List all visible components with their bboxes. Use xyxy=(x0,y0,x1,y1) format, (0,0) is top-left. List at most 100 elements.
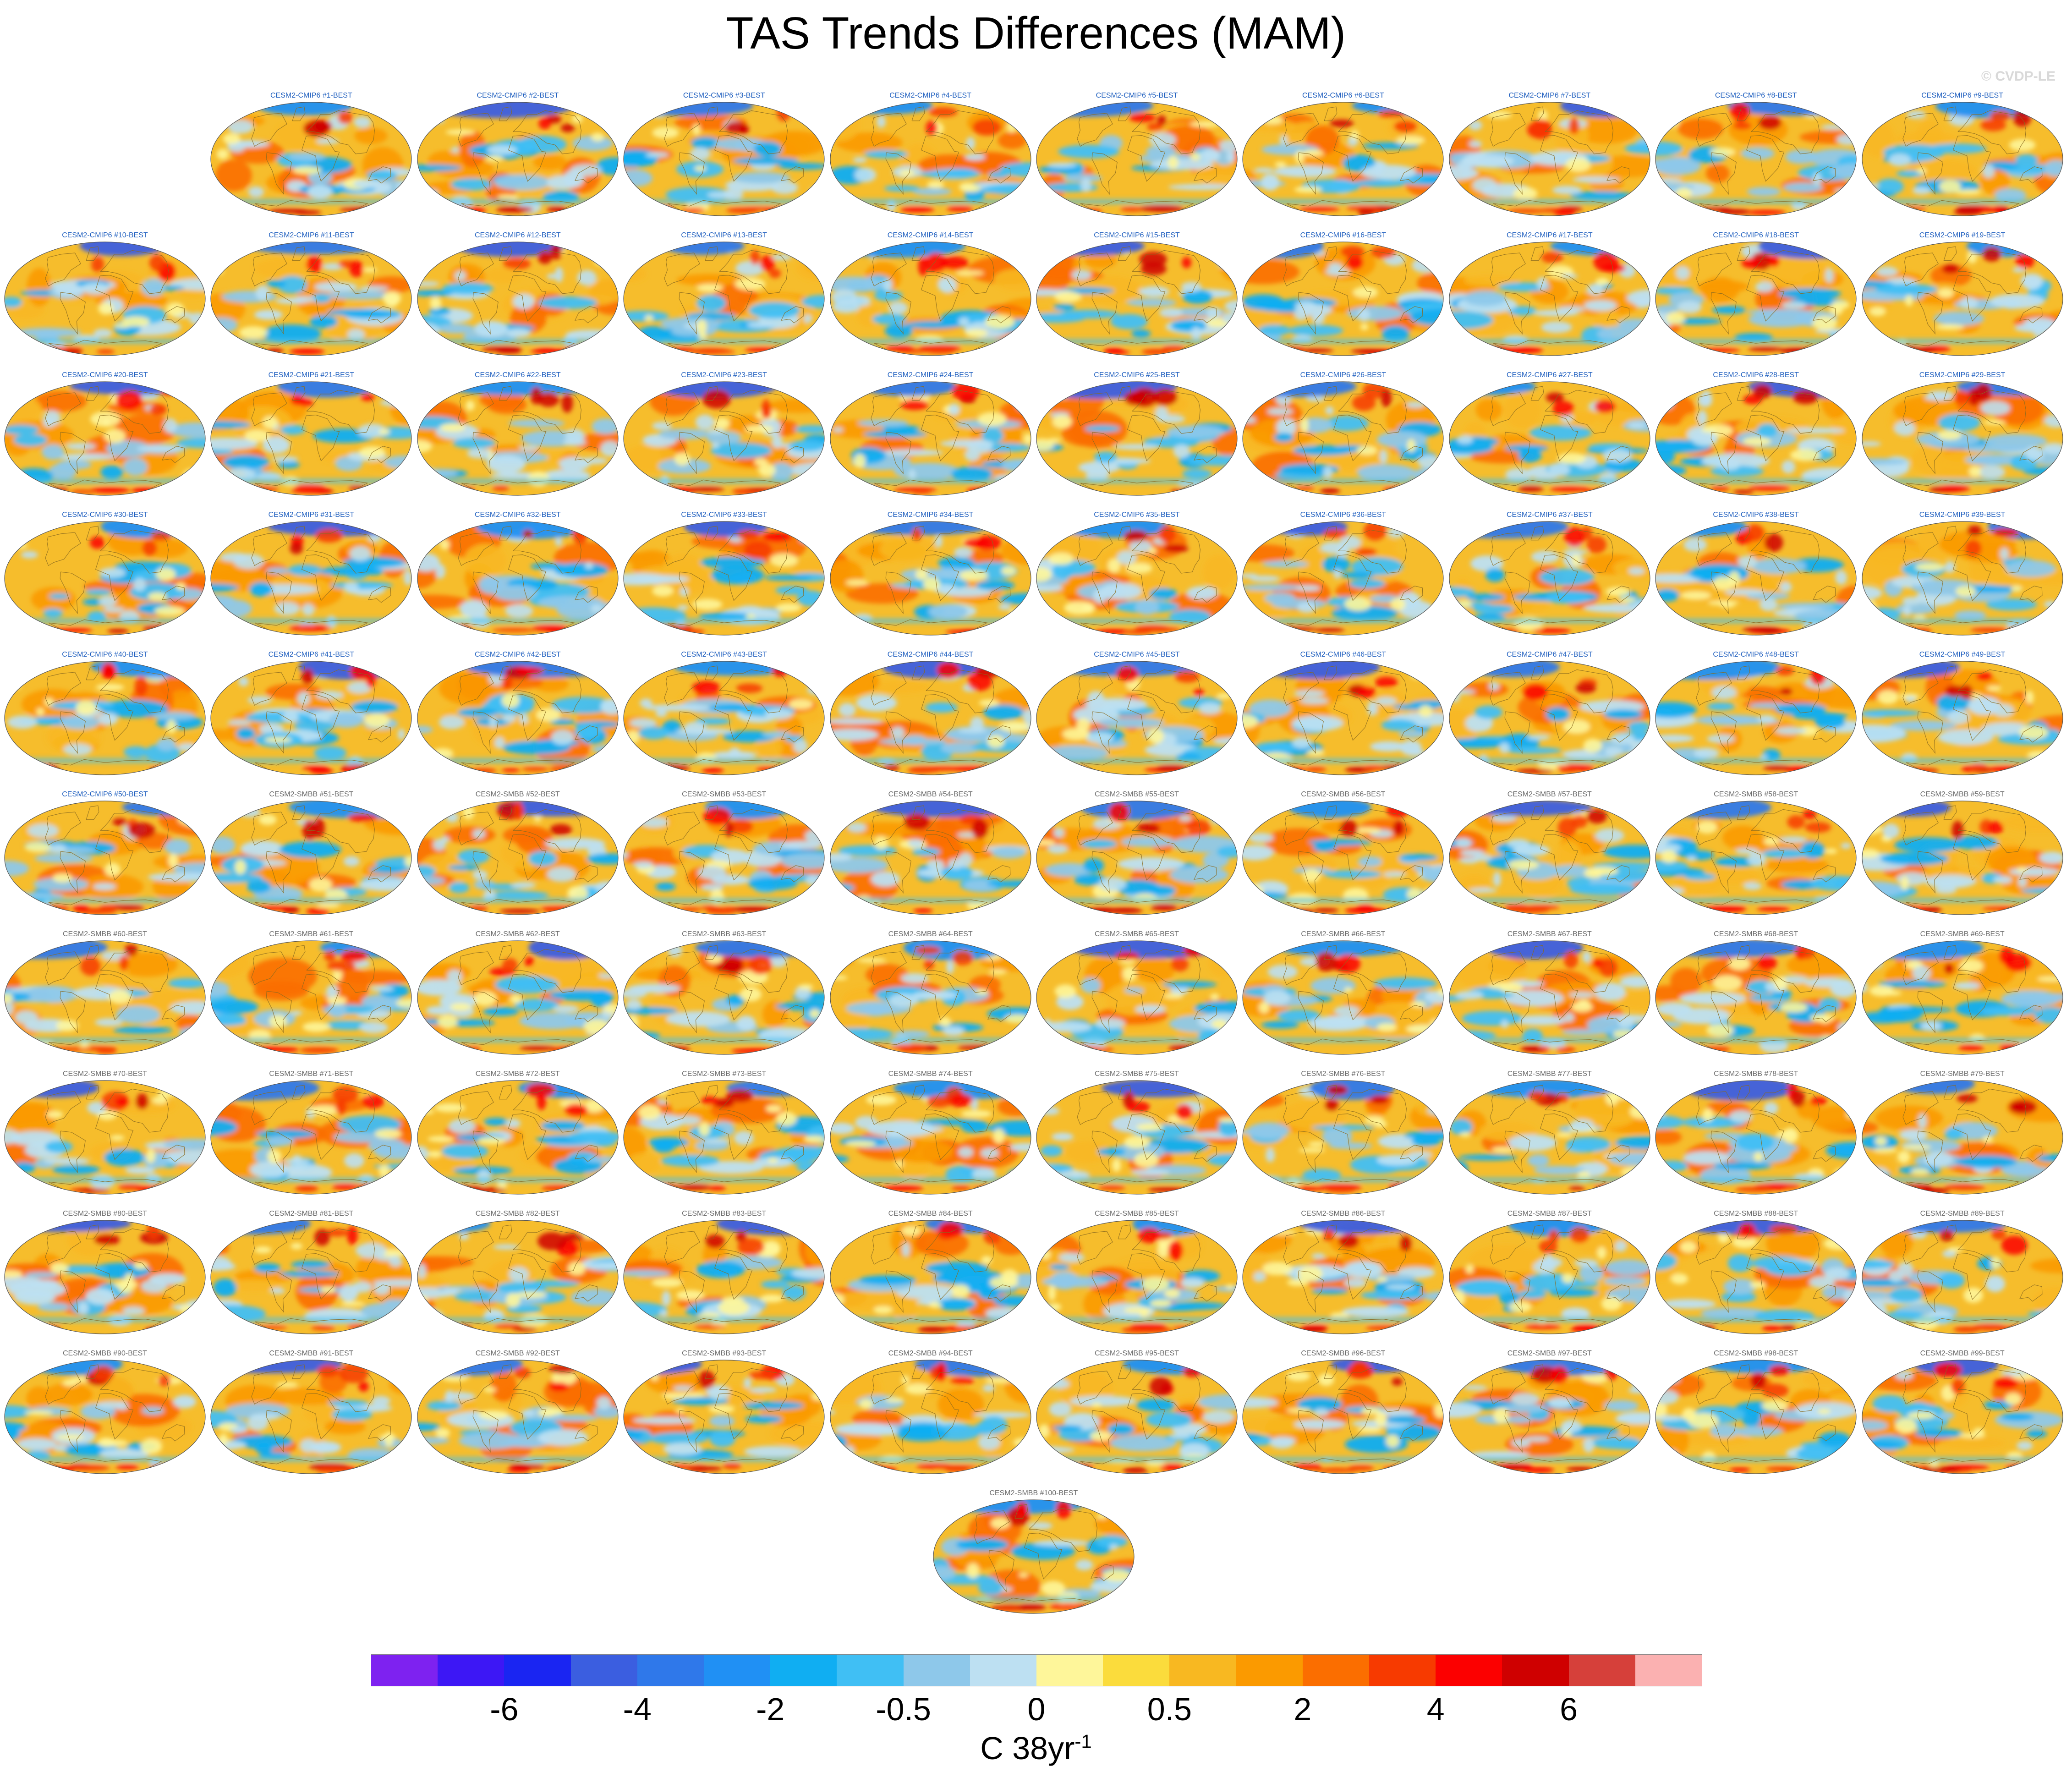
trend-difference-map xyxy=(4,940,206,1055)
colorbar-swatch xyxy=(1036,1655,1103,1686)
panel-label: CESM2-CMIP6 #22-BEST xyxy=(474,371,561,379)
panel-label: CESM2-SMBB #87-BEST xyxy=(1507,1210,1592,1218)
trend-difference-map xyxy=(1449,661,1650,775)
panel-label: CESM2-CMIP6 #16-BEST xyxy=(1300,231,1387,239)
trend-difference-map xyxy=(1449,521,1650,636)
map-panel: CESM2-SMBB #81-BEST xyxy=(208,1210,414,1336)
trend-difference-map xyxy=(417,1080,619,1195)
trend-difference-map xyxy=(1242,381,1444,496)
trend-difference-map xyxy=(1036,801,1238,915)
map-panel: CESM2-SMBB #68-BEST xyxy=(1653,930,1859,1057)
panel-label: CESM2-SMBB #65-BEST xyxy=(1094,930,1179,938)
panel-label: CESM2-CMIP6 #21-BEST xyxy=(268,371,355,379)
panel-label: CESM2-CMIP6 #1-BEST xyxy=(270,92,352,99)
trend-difference-map xyxy=(4,1220,206,1334)
colorbar-swatch xyxy=(371,1655,438,1686)
panel-label: CESM2-SMBB #96-BEST xyxy=(1301,1350,1386,1357)
panel-label: CESM2-SMBB #61-BEST xyxy=(269,930,354,938)
panel-label: CESM2-SMBB #56-BEST xyxy=(1301,790,1386,798)
trend-difference-map xyxy=(1036,940,1238,1055)
trend-difference-map xyxy=(1449,241,1650,356)
map-panel: CESM2-CMIP6 #12-BEST xyxy=(415,231,621,358)
colorbar-swatch xyxy=(438,1655,504,1686)
panel-label: CESM2-SMBB #71-BEST xyxy=(269,1070,354,1078)
map-panel: CESM2-CMIP6 #29-BEST xyxy=(1859,371,2066,498)
trend-difference-map xyxy=(1861,940,2063,1055)
trend-difference-map xyxy=(623,1360,825,1474)
colorbar-swatch xyxy=(570,1655,637,1686)
map-panel: CESM2-CMIP6 #24-BEST xyxy=(828,371,1034,498)
panel-label: CESM2-SMBB #57-BEST xyxy=(1507,790,1592,798)
panel-label: CESM2-CMIP6 #6-BEST xyxy=(1302,92,1384,99)
map-panel: CESM2-CMIP6 #38-BEST xyxy=(1653,511,1859,637)
map-panel: CESM2-CMIP6 #46-BEST xyxy=(1240,651,1446,777)
trend-difference-map xyxy=(417,661,619,775)
colorbar-swatch xyxy=(1103,1655,1170,1686)
panel-label: CESM2-CMIP6 #36-BEST xyxy=(1300,511,1387,519)
trend-difference-map xyxy=(1655,661,1857,775)
trend-difference-map xyxy=(1861,241,2063,356)
map-panel: CESM2-CMIP6 #48-BEST xyxy=(1653,651,1859,777)
map-panel: CESM2-CMIP6 #16-BEST xyxy=(1240,231,1446,358)
trend-difference-map xyxy=(1655,801,1857,915)
units-exponent: -1 xyxy=(1074,1730,1092,1752)
trend-difference-map xyxy=(210,1220,412,1334)
panel-label: CESM2-SMBB #60-BEST xyxy=(62,930,148,938)
trend-difference-map xyxy=(829,1220,1031,1334)
panel-label: CESM2-CMIP6 #17-BEST xyxy=(1506,231,1593,239)
trend-difference-map xyxy=(1242,801,1444,915)
map-panel: CESM2-SMBB #91-BEST xyxy=(208,1350,414,1476)
trend-difference-map xyxy=(1861,801,2063,915)
trend-difference-map xyxy=(1449,1360,1650,1474)
trend-difference-map xyxy=(829,521,1031,636)
trend-difference-map xyxy=(210,241,412,356)
colorbar-swatch xyxy=(837,1655,904,1686)
trend-difference-map xyxy=(1861,521,2063,636)
map-panel: CESM2-SMBB #80-BEST xyxy=(2,1210,208,1336)
colorbar-swatch xyxy=(1568,1655,1635,1686)
map-panel: CESM2-CMIP6 #23-BEST xyxy=(621,371,827,498)
map-panel: CESM2-SMBB #84-BEST xyxy=(828,1210,1034,1336)
trend-difference-map xyxy=(4,1080,206,1195)
map-panel: CESM2-CMIP6 #3-BEST xyxy=(621,92,827,218)
map-panel: CESM2-SMBB #58-BEST xyxy=(1653,790,1859,917)
trend-difference-map xyxy=(417,381,619,496)
panel-label: CESM2-CMIP6 #15-BEST xyxy=(1094,231,1180,239)
map-panel: CESM2-SMBB #59-BEST xyxy=(1859,790,2066,917)
panel-label: CESM2-CMIP6 #41-BEST xyxy=(268,651,355,658)
trend-difference-map xyxy=(1655,1080,1857,1195)
map-panel: CESM2-SMBB #94-BEST xyxy=(828,1350,1034,1476)
map-panel: CESM2-CMIP6 #17-BEST xyxy=(1447,231,1653,358)
colorbar-swatch xyxy=(903,1655,970,1686)
map-panel: CESM2-CMIP6 #49-BEST xyxy=(1859,651,2066,777)
panel-label: CESM2-SMBB #51-BEST xyxy=(269,790,354,798)
map-panel: CESM2-SMBB #63-BEST xyxy=(621,930,827,1057)
panel-label: CESM2-CMIP6 #42-BEST xyxy=(474,651,561,658)
trend-difference-map xyxy=(829,940,1031,1055)
map-panel: CESM2-CMIP6 #5-BEST xyxy=(1034,92,1240,218)
panel-label: CESM2-CMIP6 #14-BEST xyxy=(887,231,974,239)
trend-difference-map xyxy=(1655,940,1857,1055)
map-panel: CESM2-CMIP6 #36-BEST xyxy=(1240,511,1446,637)
map-panel: CESM2-SMBB #52-BEST xyxy=(415,790,621,917)
trend-difference-map xyxy=(1449,940,1650,1055)
panel-label: CESM2-CMIP6 #34-BEST xyxy=(887,511,974,519)
trend-difference-map xyxy=(1655,1220,1857,1334)
trend-difference-map xyxy=(829,241,1031,356)
trend-difference-map xyxy=(1036,1360,1238,1474)
trend-difference-map xyxy=(1036,102,1238,216)
panel-label: CESM2-SMBB #74-BEST xyxy=(888,1070,973,1078)
map-panel: CESM2-CMIP6 #32-BEST xyxy=(415,511,621,637)
map-panel: CESM2-SMBB #76-BEST xyxy=(1240,1070,1446,1196)
map-panel: CESM2-SMBB #82-BEST xyxy=(415,1210,621,1336)
colorbar-swatch xyxy=(1302,1655,1370,1686)
panel-label: CESM2-CMIP6 #19-BEST xyxy=(1919,231,2006,239)
panel-label: CESM2-CMIP6 #33-BEST xyxy=(681,511,767,519)
map-panel: CESM2-SMBB #83-BEST xyxy=(621,1210,827,1336)
trend-difference-map xyxy=(210,1080,412,1195)
colorbar-tick-label: 0 xyxy=(1027,1691,1046,1727)
units-base: C 38yr xyxy=(980,1730,1075,1766)
map-panel: CESM2-SMBB #62-BEST xyxy=(415,930,621,1057)
panel-label: CESM2-SMBB #67-BEST xyxy=(1507,930,1592,938)
trend-difference-map xyxy=(1861,1080,2063,1195)
